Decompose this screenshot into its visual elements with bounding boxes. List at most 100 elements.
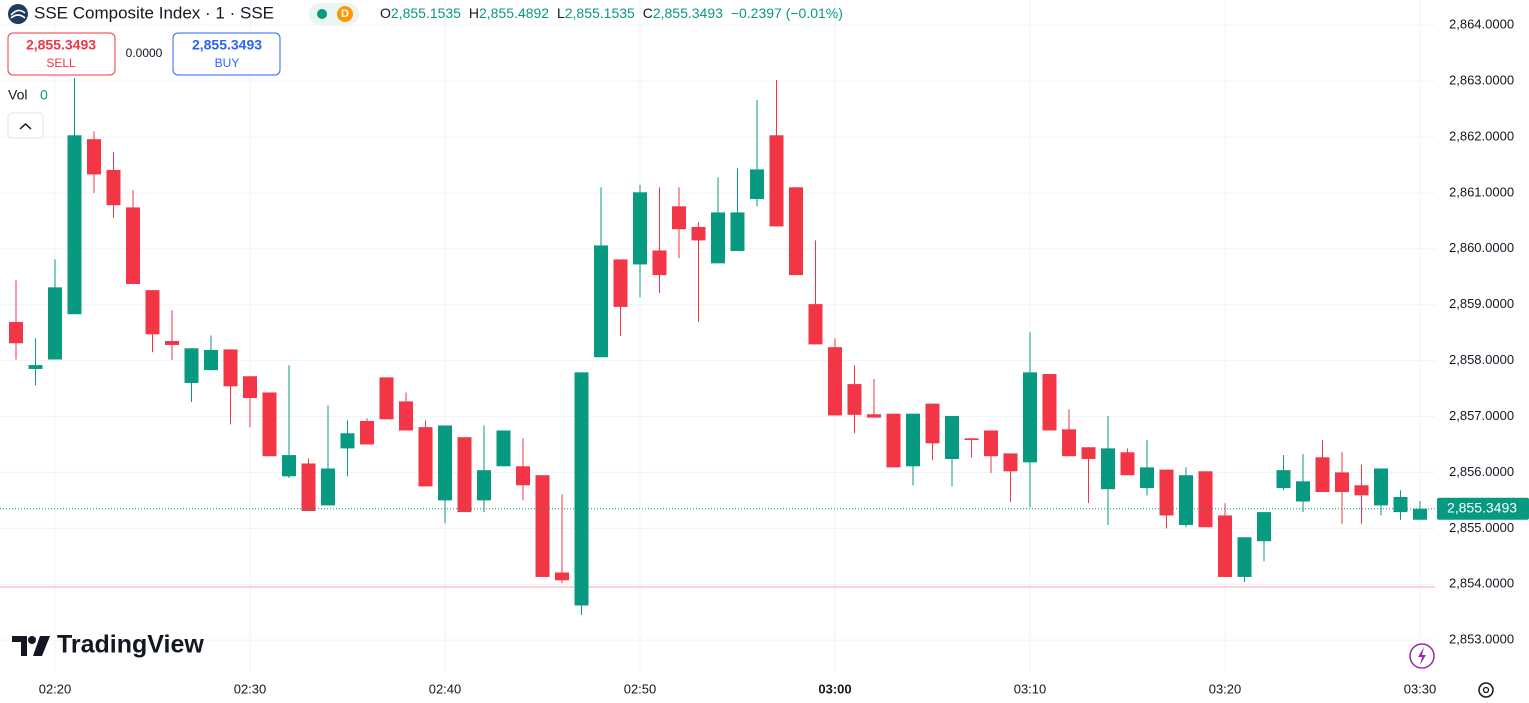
- candle-body: [1237, 537, 1252, 577]
- y-tick-label: 2,853.0000: [1449, 632, 1514, 647]
- candle-body: [672, 206, 686, 230]
- candle-body: [750, 169, 764, 200]
- market-status-dot: [317, 9, 327, 19]
- collapse-button[interactable]: [7, 112, 44, 139]
- candle-body: [1120, 452, 1135, 476]
- y-tick-label: 2,859.0000: [1449, 296, 1514, 311]
- candle-body: [1276, 470, 1291, 489]
- candle-body: [9, 322, 23, 344]
- candle-body: [321, 468, 335, 506]
- watermark: TradingView: [12, 631, 204, 659]
- candle-body: [282, 455, 296, 477]
- candle-body: [165, 341, 179, 345]
- collapse-icon: [19, 122, 32, 130]
- ohlc-value: 2,855.1535: [391, 5, 461, 21]
- sell-button[interactable]: [7, 32, 116, 76]
- candle-body: [1257, 512, 1271, 542]
- candle-body: [340, 433, 355, 449]
- symbol-logo-glyph: [10, 9, 26, 19]
- alert-icon: [1418, 647, 1426, 665]
- candle-body: [184, 348, 199, 383]
- candle-body: [1315, 457, 1330, 492]
- candle-body: [555, 572, 569, 581]
- candle-body: [984, 430, 998, 457]
- delay-badge: [337, 6, 353, 22]
- volume-label: Vol: [8, 87, 27, 103]
- candle-body: [438, 425, 452, 501]
- x-tick-label: 03:20: [1209, 681, 1242, 696]
- candle-body: [1374, 468, 1388, 506]
- candle-body: [418, 427, 433, 487]
- spread: 0.0000: [126, 46, 163, 60]
- logo-glyph: [12, 636, 27, 656]
- candle-body: [613, 259, 628, 307]
- candle-body: [808, 304, 823, 345]
- symbol-title[interactable]: SSE Composite Index · 1 · SSE: [34, 3, 274, 22]
- candle-body: [1101, 448, 1115, 490]
- ohlc-key: O: [380, 5, 391, 21]
- sell-price: 2,855.3493: [26, 37, 96, 53]
- logo-glyph: [33, 636, 50, 656]
- candle-body: [28, 365, 43, 369]
- candle-body: [204, 349, 218, 371]
- candle-body: [535, 475, 550, 577]
- candle-body: [594, 245, 608, 358]
- logo-text: TradingView: [57, 631, 204, 659]
- candle-body: [1023, 372, 1037, 463]
- candle-body: [691, 226, 706, 241]
- candle-body: [1354, 485, 1369, 496]
- candle-body: [1413, 508, 1427, 520]
- candle-body: [477, 470, 491, 501]
- last-price-label: 2,855.3493: [1447, 499, 1517, 515]
- candle-body: [1081, 447, 1096, 459]
- candle-body: [516, 466, 530, 486]
- change-value: −0.2397 (−0.01%): [731, 5, 843, 21]
- candle-body: [457, 437, 472, 513]
- candle-body: [399, 401, 413, 431]
- y-tick-label: 2,864.0000: [1449, 17, 1514, 32]
- ohlc-value: 2,855.1535: [565, 5, 635, 21]
- candle-body: [496, 430, 511, 467]
- x-tick-label: 02:50: [624, 681, 657, 696]
- candle-body: [574, 372, 589, 606]
- settings-button[interactable]: [1478, 682, 1494, 698]
- candle-body: [886, 413, 901, 468]
- candle-body: [633, 192, 647, 265]
- symbol-logo: [8, 4, 28, 24]
- candle-body: [1335, 472, 1349, 492]
- ohlc-value: 2,855.4892: [479, 5, 549, 21]
- candle-body: [1159, 469, 1174, 516]
- candle-body: [906, 413, 920, 467]
- y-tick-label: 2,858.0000: [1449, 352, 1514, 367]
- candle-body: [867, 414, 881, 418]
- y-tick-label: 2,854.0000: [1449, 576, 1514, 591]
- candle-body: [360, 420, 374, 445]
- candle-body: [925, 403, 940, 444]
- candle-body: [48, 287, 62, 360]
- candle-body: [652, 250, 667, 276]
- x-tick-label: 03:10: [1014, 681, 1047, 696]
- candle-body: [1140, 467, 1154, 489]
- candle-body: [769, 135, 784, 227]
- y-tick-label: 2,855.0000: [1449, 520, 1514, 535]
- ohlc-values: O2,855.1535 H2,855.4892 L2,855.1535 C2,8…: [380, 5, 843, 21]
- last-price-tag: [1437, 497, 1529, 520]
- buy-button[interactable]: [172, 32, 281, 76]
- trade-panel: 2,855.3493 SELL 0.0000 2,855.3493 BUY: [7, 32, 281, 76]
- y-tick-label: 2,861.0000: [1449, 184, 1514, 199]
- x-tick-label: 02:30: [234, 681, 267, 696]
- x-tick-label: 03:00: [818, 681, 851, 696]
- x-tick-label: 02:40: [429, 681, 462, 696]
- candle-body: [67, 135, 82, 315]
- header: SSE Composite Index · 1 · SSE D O2,855.1…: [8, 3, 843, 25]
- candle-body: [262, 392, 277, 457]
- candle-body: [964, 438, 979, 440]
- y-tick-label: 2,860.0000: [1449, 240, 1514, 255]
- candle-body: [828, 347, 842, 416]
- x-tick-label: 03:30: [1404, 681, 1437, 696]
- ohlc-value: 2,855.3493: [653, 5, 723, 21]
- candle-body: [1003, 453, 1018, 472]
- plot: [0, 78, 1435, 615]
- candle-body: [1062, 429, 1076, 457]
